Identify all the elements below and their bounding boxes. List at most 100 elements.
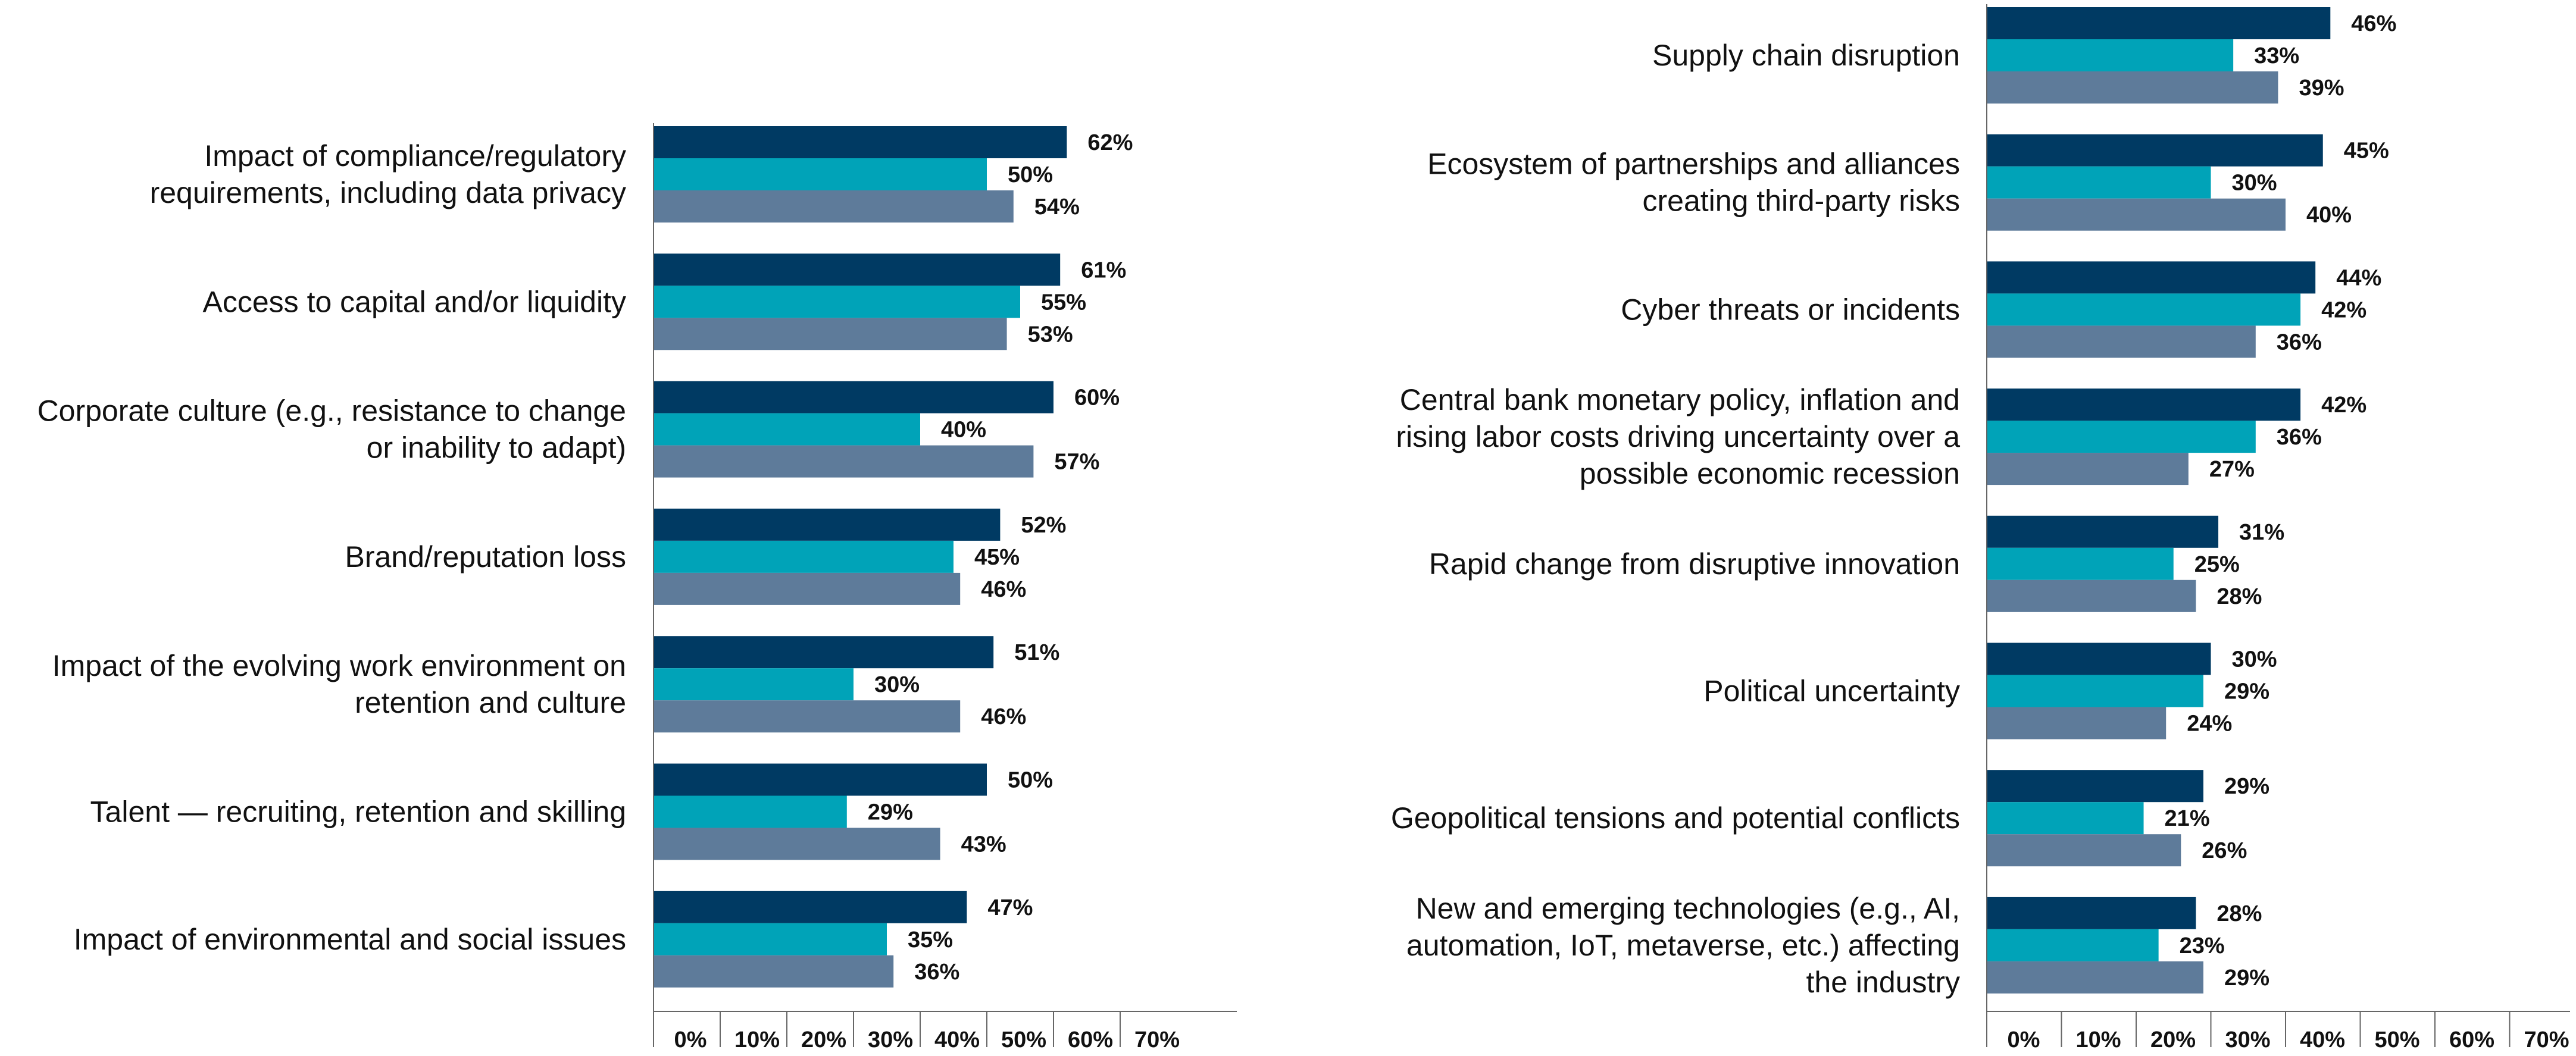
data-label: 42% bbox=[2321, 393, 2366, 418]
bar-series-2 bbox=[1987, 929, 2159, 961]
bar-series-3 bbox=[1987, 707, 2167, 739]
x-tick-label: 20% bbox=[801, 1027, 846, 1052]
data-label: 29% bbox=[2224, 679, 2269, 704]
category-label: Central bank monetary policy, inflation … bbox=[1396, 383, 1960, 490]
category-label-line: Political uncertainty bbox=[1703, 675, 1960, 708]
category-label: Talent — recruiting, retention and skill… bbox=[90, 795, 626, 829]
category-label-line: Central bank monetary policy, inflation … bbox=[1400, 383, 1960, 416]
data-label: 21% bbox=[2165, 806, 2210, 831]
category-group: 42% 36% 27% Central bank monetary policy, i… bbox=[1396, 383, 2366, 490]
bar-series-1 bbox=[654, 891, 967, 923]
x-tick-label: 70% bbox=[2524, 1027, 2569, 1052]
category-group: 45% 30% 40% Ecosystem of partnerships and a… bbox=[1427, 134, 2389, 231]
x-tick-label: 20% bbox=[2150, 1027, 2196, 1052]
data-label: 31% bbox=[2239, 520, 2284, 545]
data-label: 50% bbox=[1008, 768, 1053, 793]
bar-series-1 bbox=[654, 253, 1061, 286]
category-label: New and emerging technologies (e.g., AI,… bbox=[1406, 892, 1960, 999]
category-group: 46% 33%39% Supply chain disruption bbox=[1652, 7, 2396, 104]
category-label-line: Rapid change from disruptive innovation bbox=[1429, 547, 1960, 581]
bar-series-3 bbox=[1987, 325, 2256, 358]
category-label: Impact of the evolving work environment … bbox=[52, 649, 626, 719]
bar-series-3 bbox=[1987, 579, 2196, 612]
data-label: 61% bbox=[1081, 258, 1126, 283]
category-label-line: rising labor costs driving uncertainty o… bbox=[1396, 420, 1960, 453]
data-label: 36% bbox=[914, 960, 959, 985]
category-label: Impact of environmental and social issue… bbox=[74, 923, 626, 956]
data-label: 36% bbox=[2277, 330, 2322, 355]
category-label: Impact of compliance/regulatory requireme… bbox=[150, 139, 626, 209]
bar-series-1 bbox=[1987, 515, 2219, 548]
data-label: 40% bbox=[941, 418, 986, 443]
bar-series-3 bbox=[1987, 961, 2203, 994]
data-label: 39% bbox=[2299, 76, 2344, 101]
x-tick-label: 50% bbox=[1001, 1027, 1046, 1052]
category-label-line: automation, IoT, metaverse, etc.) affect… bbox=[1406, 929, 1960, 962]
data-label: 28% bbox=[2217, 901, 2262, 926]
x-tick-label: 30% bbox=[868, 1027, 913, 1052]
data-label: 53% bbox=[1028, 322, 1073, 347]
bar-series-1 bbox=[1987, 134, 2323, 167]
bar-series-2 bbox=[654, 158, 987, 190]
category-group: 50% 29% 43% Talent — recruiting, retention … bbox=[90, 763, 1053, 860]
data-label: 43% bbox=[961, 832, 1006, 857]
data-label: 26% bbox=[2202, 838, 2247, 863]
category-label-line: Access to capital and/or liquidity bbox=[203, 285, 626, 318]
bar-series-1 bbox=[1987, 897, 2196, 929]
data-label: 44% bbox=[2336, 265, 2381, 290]
category-group: 61% 55% 53% Access to capital and/or liquid… bbox=[203, 253, 1126, 350]
data-label: 47% bbox=[987, 895, 1033, 920]
x-tick-label: 0% bbox=[2008, 1027, 2040, 1052]
category-label-line: Impact of the evolving work environment … bbox=[52, 649, 626, 682]
data-label: 29% bbox=[868, 800, 913, 825]
bar-series-1 bbox=[1987, 770, 2203, 803]
bar-series-3 bbox=[654, 318, 1007, 350]
category-label-line: possible economic recession bbox=[1580, 457, 1960, 490]
data-label: 46% bbox=[2351, 11, 2396, 36]
bar-series-2 bbox=[654, 795, 847, 828]
bar-series-1 bbox=[1987, 388, 2301, 421]
bar-series-3 bbox=[654, 828, 940, 860]
category-label-line: New and emerging technologies (e.g., AI, bbox=[1416, 892, 1960, 925]
category-label: Ecosystem of partnerships and alliances c… bbox=[1427, 148, 1960, 218]
category-label-line: Corporate culture (e.g., resistance to c… bbox=[37, 394, 626, 428]
data-label: 24% bbox=[2187, 712, 2232, 737]
bar-series-2 bbox=[654, 286, 1020, 318]
category-label-line: Talent — recruiting, retention and skill… bbox=[90, 795, 626, 829]
category-label-line: requirements, including data privacy bbox=[150, 176, 626, 209]
category-label-line: or inability to adapt) bbox=[367, 431, 626, 465]
bar-series-1 bbox=[1987, 643, 2211, 675]
bar-series-1 bbox=[1987, 261, 2316, 294]
bar-series-3 bbox=[654, 445, 1034, 478]
data-label: 62% bbox=[1087, 130, 1133, 155]
data-label: 35% bbox=[908, 927, 953, 952]
x-tick-label: 10% bbox=[2075, 1027, 2121, 1052]
category-label-line: retention and culture bbox=[355, 686, 626, 719]
category-label-line: Ecosystem of partnerships and alliances bbox=[1427, 148, 1960, 181]
data-label: 25% bbox=[2194, 552, 2240, 577]
data-label: 46% bbox=[981, 577, 1026, 602]
data-label: 36% bbox=[2277, 425, 2322, 450]
bar-series-1 bbox=[654, 636, 994, 669]
x-tick-label: 0% bbox=[674, 1027, 707, 1052]
bar-series-2 bbox=[654, 540, 954, 573]
bar-series-1 bbox=[654, 126, 1067, 158]
data-label: 50% bbox=[1008, 162, 1053, 187]
data-label: 29% bbox=[2224, 774, 2269, 799]
category-label: Supply chain disruption bbox=[1652, 39, 1960, 72]
data-label: 28% bbox=[2217, 584, 2262, 609]
category-label: Geopolitical tensions and potential conf… bbox=[1391, 801, 1960, 835]
x-tick-label: 30% bbox=[2225, 1027, 2270, 1052]
bar-series-1 bbox=[654, 508, 1001, 541]
chart-panel-1: 62% 50% 54% Impact of compliance/regulatory… bbox=[37, 123, 1237, 1052]
data-label: 45% bbox=[2344, 139, 2389, 164]
data-label: 55% bbox=[1041, 290, 1086, 315]
bar-series-3 bbox=[654, 572, 961, 605]
category-group: 51% 30% 46% Impact of the evolving work env… bbox=[52, 636, 1059, 733]
data-label: 57% bbox=[1054, 450, 1099, 475]
category-label: Brand/reputation loss bbox=[345, 540, 626, 574]
category-label: Corporate culture (e.g., resistance to c… bbox=[37, 394, 626, 465]
bar-series-3 bbox=[1987, 198, 2286, 231]
category-group: 29% 21% 26% Geopolitical tensions and poten… bbox=[1391, 770, 2269, 867]
